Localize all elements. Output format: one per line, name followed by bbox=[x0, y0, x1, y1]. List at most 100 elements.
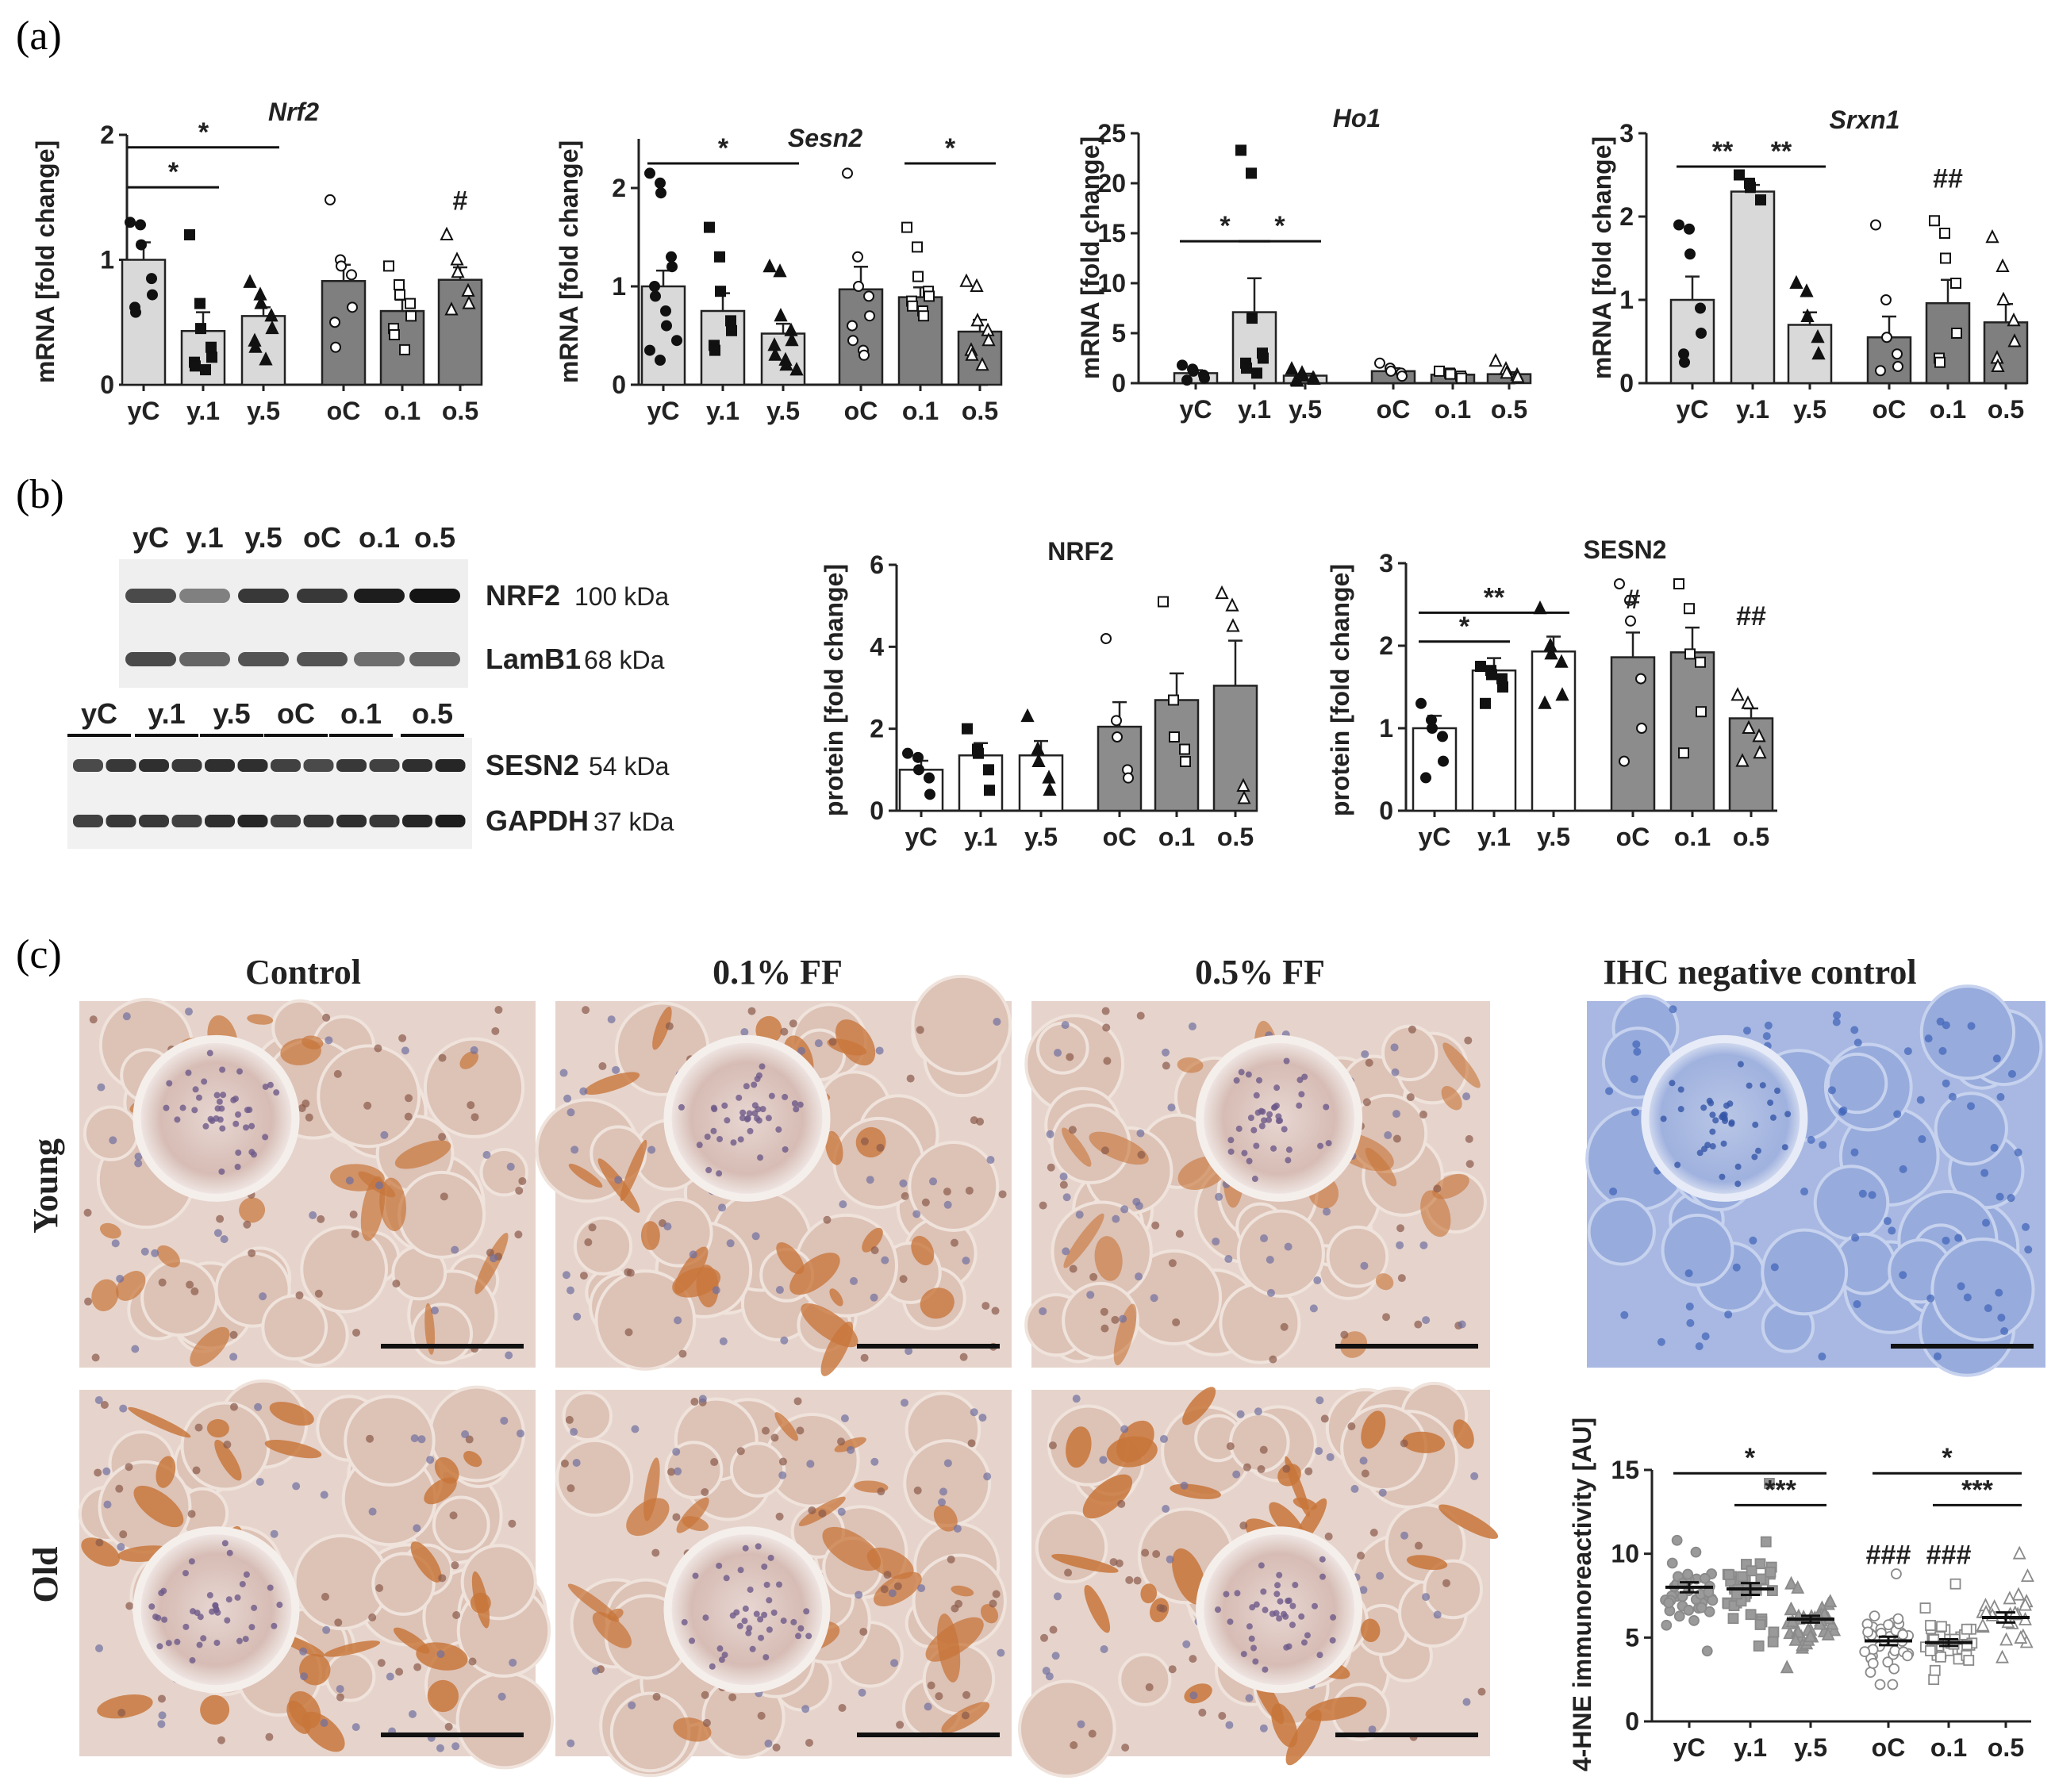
data-point bbox=[1554, 654, 1569, 668]
glomerulus-nucleus bbox=[737, 1136, 744, 1143]
y-tick-label: 3 bbox=[1379, 549, 1393, 578]
glomerulus-nucleus bbox=[681, 1619, 688, 1626]
stain-patch bbox=[568, 1164, 603, 1188]
scatter-point bbox=[1784, 1575, 1799, 1590]
nucleus bbox=[1069, 1264, 1077, 1273]
nucleus bbox=[1357, 1552, 1366, 1560]
glomerulus-nucleus bbox=[1283, 1057, 1290, 1065]
nucleus bbox=[665, 1022, 674, 1030]
lane-label-top-y.5: y.5 bbox=[244, 521, 282, 554]
significance-label: * bbox=[198, 117, 209, 148]
glomerulus-nucleus bbox=[1235, 1125, 1243, 1132]
lane-label-top-yC: yC bbox=[133, 521, 169, 554]
stain-patch bbox=[1453, 1419, 1474, 1449]
nucleus bbox=[559, 1069, 568, 1077]
nucleus bbox=[937, 1498, 946, 1506]
stain-patch bbox=[640, 1221, 660, 1250]
glomerulus-nucleus bbox=[225, 1596, 232, 1603]
nucleus bbox=[1239, 1521, 1248, 1530]
tubule bbox=[1930, 1238, 2035, 1342]
data-point bbox=[136, 239, 147, 251]
nucleus bbox=[1245, 1694, 1254, 1702]
nucleus bbox=[125, 1602, 134, 1610]
glomerulus-nucleus bbox=[192, 1086, 199, 1093]
tubule bbox=[1826, 1052, 1888, 1115]
ihc-old-05ff bbox=[1018, 1381, 1499, 1779]
x-tick-label-o.5: o.5 bbox=[442, 397, 478, 425]
glomerulus-nucleus bbox=[1289, 1602, 1296, 1610]
scatter-point bbox=[1988, 1599, 2002, 1613]
glomerulus-nucleus bbox=[742, 1544, 749, 1552]
stain-patch bbox=[206, 1418, 229, 1438]
annotation-label: # bbox=[453, 186, 468, 217]
nucleus bbox=[992, 1590, 1001, 1598]
nucleus bbox=[333, 1069, 342, 1078]
stain-patch bbox=[789, 1253, 840, 1295]
nucleus bbox=[775, 1286, 784, 1295]
nucleus bbox=[1111, 1315, 1120, 1324]
nucleus bbox=[1995, 1288, 2003, 1297]
scatter-point bbox=[1827, 1622, 1842, 1637]
x-tick-label-o.1: o.1 bbox=[1930, 1733, 1967, 1762]
nucleus bbox=[229, 1403, 238, 1411]
nucleus bbox=[1062, 1193, 1071, 1202]
nucleus bbox=[1800, 1188, 1809, 1196]
nucleus bbox=[2024, 1245, 2033, 1254]
nucleus bbox=[368, 1613, 377, 1621]
ihc-panel: Control 0.1% FF 0.5% FF IHC negative con… bbox=[26, 953, 2045, 1779]
glomerulus-nucleus bbox=[718, 1656, 725, 1663]
nucleus bbox=[404, 1112, 413, 1121]
data-point bbox=[440, 226, 454, 240]
x-tick-label-oC: oC bbox=[1103, 823, 1137, 851]
nucleus bbox=[859, 1627, 868, 1636]
glomerulus-nucleus bbox=[765, 1115, 772, 1122]
glomerulus-nucleus bbox=[767, 1554, 774, 1561]
nucleus bbox=[728, 1693, 737, 1702]
glomerulus-nucleus bbox=[1227, 1148, 1235, 1155]
y-axis-title: protein [fold change] bbox=[820, 564, 848, 816]
stain-patch bbox=[825, 1130, 843, 1165]
bar-y.1 bbox=[180, 330, 226, 386]
data-point bbox=[1619, 755, 1630, 767]
blot-band bbox=[237, 815, 268, 827]
scatter-point bbox=[1963, 1655, 1975, 1666]
nucleus bbox=[1102, 1023, 1111, 1032]
glomerulus-nucleus bbox=[1273, 1084, 1281, 1092]
glomerulus-nucleus bbox=[1709, 1128, 1716, 1135]
data-point bbox=[206, 351, 217, 363]
nucleus bbox=[562, 1271, 570, 1280]
glomerulus-nucleus bbox=[1709, 1111, 1716, 1119]
y-tick-label: 2 bbox=[1379, 631, 1393, 660]
nucleus bbox=[1981, 1218, 1990, 1227]
y-tick-label: 1 bbox=[1379, 714, 1393, 743]
glomerulus-nucleus bbox=[212, 1602, 219, 1610]
glomerulus-nucleus bbox=[248, 1624, 255, 1631]
x-tick-label-o.5: o.5 bbox=[1217, 823, 1254, 851]
y-axis-title: 4-HNE immunoreactivity [AU] bbox=[1568, 1418, 1596, 1771]
blot-band bbox=[171, 759, 202, 772]
glomerulus-nucleus bbox=[1304, 1632, 1311, 1639]
glomerulus-nucleus bbox=[696, 1142, 703, 1149]
nucleus bbox=[84, 1297, 93, 1306]
data-point bbox=[1734, 169, 1745, 181]
glomerulus-nucleus bbox=[737, 1567, 744, 1574]
data-point bbox=[2007, 333, 2022, 347]
glomerulus-nucleus bbox=[216, 1098, 223, 1105]
data-point bbox=[1307, 370, 1321, 385]
x-tick-label-y.5: y.5 bbox=[1024, 823, 1058, 851]
nucleus bbox=[1039, 1307, 1047, 1315]
nucleus bbox=[83, 1208, 92, 1217]
nucleus bbox=[1378, 1488, 1387, 1497]
stain-patch bbox=[592, 1611, 632, 1648]
nucleus bbox=[1384, 1131, 1392, 1140]
data-point bbox=[147, 289, 158, 301]
data-point bbox=[715, 286, 726, 297]
stain-patch bbox=[674, 1246, 709, 1294]
data-point bbox=[912, 751, 924, 763]
stain-patch bbox=[1432, 1173, 1469, 1199]
stain-patch bbox=[822, 1526, 882, 1571]
nucleus bbox=[1125, 1575, 1134, 1584]
nucleus bbox=[870, 1457, 879, 1466]
chart-sesn2-mrna: 0 1 2 mRNA [fold change] Sesn2 yC y.1 y.5 oC o.1 o… bbox=[555, 124, 1003, 425]
glomerulus-nucleus bbox=[790, 1618, 797, 1625]
